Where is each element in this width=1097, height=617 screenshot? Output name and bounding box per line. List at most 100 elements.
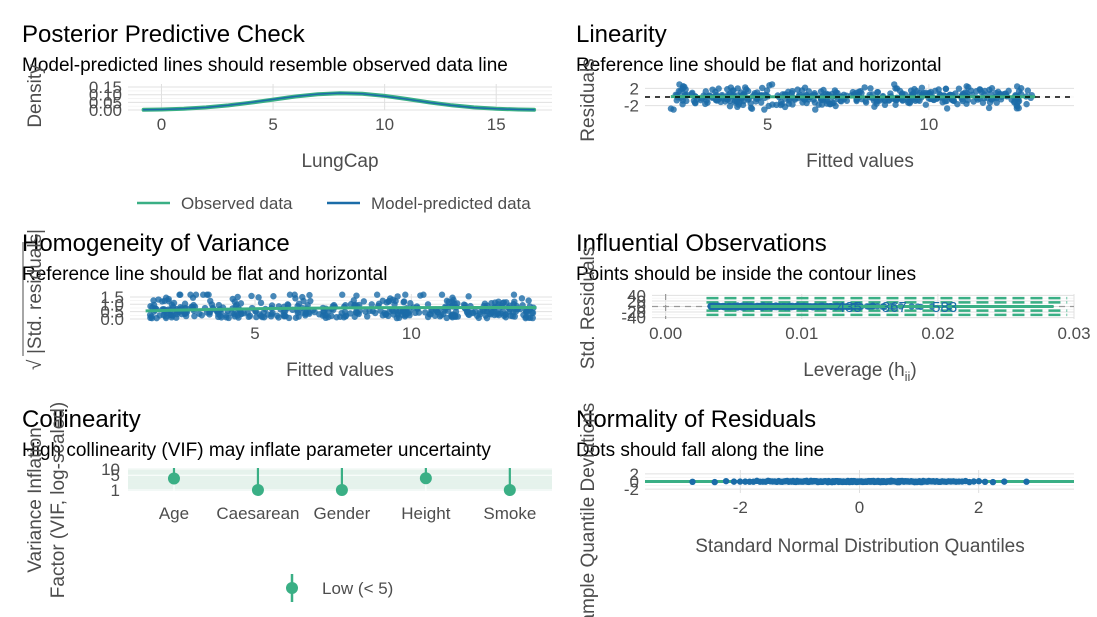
collinearity-x-ticks: Age Caesarean Gender Height Smoke [159,504,536,523]
homogeneity-point [352,308,360,316]
linearity-point [761,106,768,113]
linearity-point [962,89,969,96]
inf-x-tick-label: 0.00 [649,324,682,343]
linearity-point [935,86,942,93]
linearity-point [801,84,809,91]
lin-y-tick-label: 2 [630,79,639,98]
homogeneity-point [405,310,412,317]
homogeneity-point [339,291,346,298]
homogeneity-point [412,309,419,317]
influential-point-label: 367 [882,299,907,316]
homogeneity-x-label: Fitted values [286,360,394,381]
homogeneity-point [235,314,242,321]
homogeneity-point [389,307,397,315]
linearity-point [789,101,796,108]
ppc-x-tick-label: 10 [375,115,394,134]
homogeneity-point [306,291,313,299]
linearity-point [832,89,840,96]
homogeneity-point [286,291,294,298]
homogeneity-point [368,301,375,308]
homogeneity-point [465,311,473,319]
homogeneity-point [373,291,381,298]
influential-point-label: 583 [932,299,957,316]
homogeneity-point [360,298,368,305]
homogeneity-y-label-sqrt: √ [25,359,46,370]
homogeneity-point [299,293,306,301]
linearity-point [1023,100,1030,108]
linearity-point [682,86,689,93]
linearity-point [683,97,690,105]
collinearity-y-tick-label: 10 [101,460,120,479]
homogeneity-point [206,311,213,318]
linearity-point [717,98,724,106]
lin-y-tick-label: -2 [624,97,639,116]
homogeneity-point [448,312,456,319]
influential-marks: 435 367 583 [652,294,1074,319]
linearity-point [867,85,874,92]
hom-y-tick-label: 0.5 [100,303,124,322]
linearity-x-ticks: 5 10 [763,115,938,134]
homogeneity-point [389,296,397,303]
nor-y-tick-label: 2 [630,465,639,484]
linearity-point [943,105,951,112]
homogeneity-point [223,314,230,321]
inf-xlab-sub: ii [905,369,911,384]
ppc-y-tick-label: 0.10 [89,86,122,105]
normality-x-label: Standard Normal Distribution Quantiles [695,536,1025,557]
homogeneity-point [483,314,491,322]
lin-x-tick-label: 10 [919,115,938,134]
nor-y-tick-label: -2 [624,480,639,499]
homogeneity-point [158,298,166,305]
nor-x-tick-label: 2 [974,498,983,517]
linearity-y-label: Residuals [578,58,599,141]
normality-y-ticks: -202 [624,465,639,499]
homogeneity-point [231,298,238,305]
homogeneity-point [338,309,345,317]
homogeneity-point [509,308,517,316]
homogeneity-point [149,304,156,311]
collinearity-title: Collinearity [22,406,141,433]
homogeneity-point [366,307,373,315]
homogeneity-point [248,292,255,300]
linearity-point [712,96,720,104]
homogeneity-point [402,291,409,298]
linearity-subtitle: Reference line should be flat and horizo… [576,55,941,76]
homogeneity-point [487,311,495,318]
linearity-point [724,86,731,93]
homogeneity-point [502,311,509,318]
normality-point [975,478,983,485]
linearity-point [690,97,698,104]
ppc-y-tick-label: 0.05 [89,93,122,112]
linearity-point [778,100,786,108]
collinearity-point [167,472,180,485]
collinearity-x-tick-label: Caesarean [216,504,299,523]
collinearity-subtitle: High collinearity (VIF) may inflate para… [22,440,491,461]
ppc-y-label: Density [25,64,46,128]
influential-subtitle: Points should be inside the contour line… [576,264,916,285]
homogeneity-point [528,309,536,316]
inf-xlab-main: Leverage (h [803,360,904,381]
collinearity-y-label: Variance Inflation Factor (VIF, log-scal… [25,402,69,598]
collinearity-x-tick-label: Age [159,504,189,523]
hom-x-tick-label: 10 [402,324,421,343]
homogeneity-point [525,297,532,304]
linearity-point [702,88,709,95]
collinearity-y-label-line1: Variance Inflation [25,427,46,572]
linearity-point [702,100,709,108]
homogeneity-point [282,312,289,320]
normality-point [736,478,744,485]
normality-point [1001,478,1008,485]
linearity-point [811,99,818,106]
linearity-point [817,88,825,95]
linearity-point [873,96,880,104]
normality-title: Normality of Residuals [576,406,816,433]
homogeneity-point [328,312,335,320]
linearity-point [747,100,754,107]
nor-x-tick-label: -2 [733,498,748,517]
legend-observed-label: Observed data [181,194,293,213]
normality-point [989,478,997,486]
linearity-point [838,98,845,105]
ppc-legend: Observed data Model-predicted data [137,194,531,213]
linearity-point [1013,102,1020,109]
